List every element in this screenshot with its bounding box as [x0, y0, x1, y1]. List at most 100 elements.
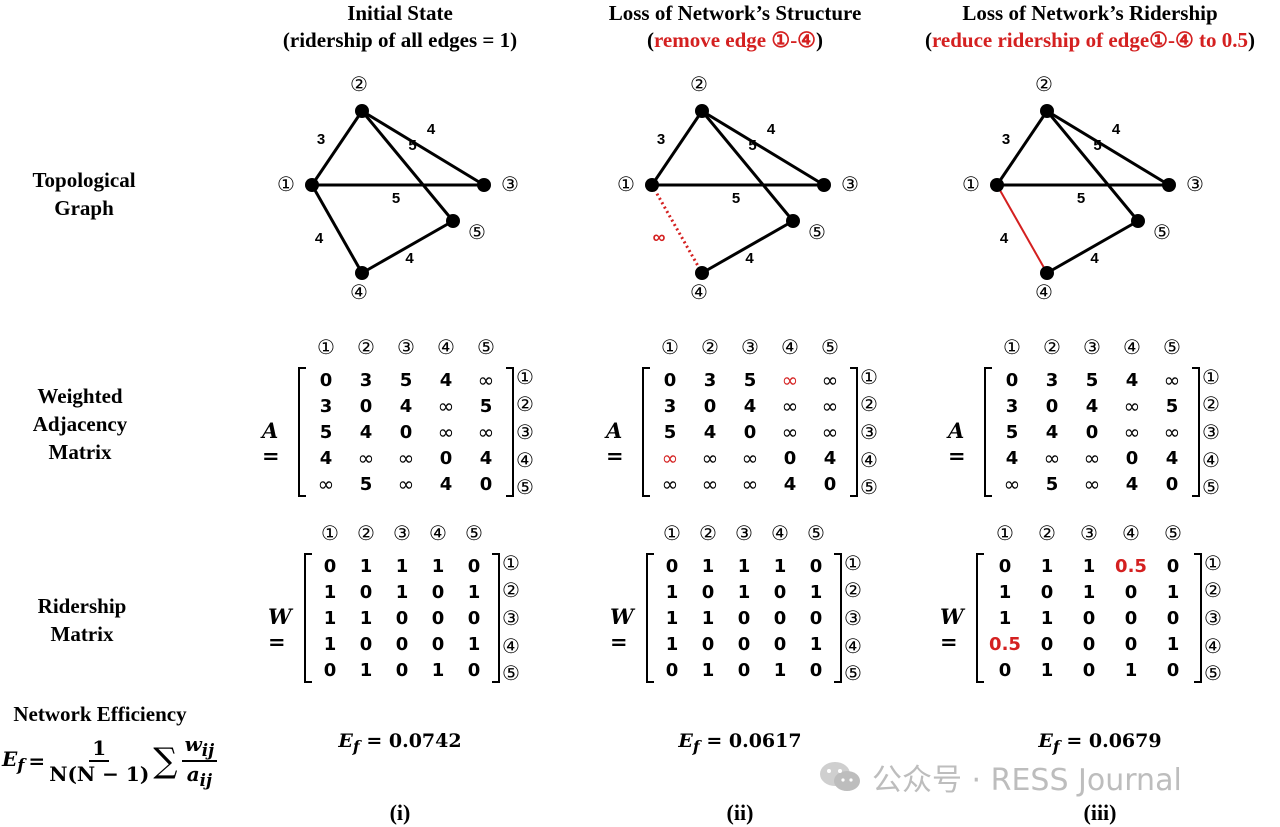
header-col2: Loss of Network’s Structure (remove edge…	[575, 0, 895, 54]
matrix-cell: 1	[701, 659, 715, 681]
edge-weight-label: 5	[392, 190, 400, 207]
matrix-cell: ∞	[701, 446, 719, 470]
matrix-cell: 0	[323, 659, 337, 681]
left-bracket	[304, 553, 312, 683]
matrix-cell: 0	[1124, 633, 1138, 655]
graph-edge	[310, 110, 364, 186]
node-label: ④	[690, 282, 708, 304]
matrix-cell: 3	[663, 395, 677, 417]
matrix-cell: 1	[701, 555, 715, 577]
matrix-cell: ∞	[661, 446, 679, 470]
graph-edge	[995, 110, 1049, 186]
header-col3-title: Loss of Network’s Ridership	[962, 1, 1218, 25]
matrix-cell: 5	[1045, 473, 1059, 495]
graph-edge	[996, 184, 1048, 274]
matrix-cell: 1	[431, 555, 445, 577]
matrix-cell: 4	[399, 395, 413, 417]
matrix-cell: 1	[773, 555, 787, 577]
matrix-cell: 4	[823, 447, 837, 469]
matrix-cell: ∞	[1163, 420, 1181, 444]
edge-weight-label: 4	[1000, 230, 1009, 247]
graph-node	[786, 214, 800, 228]
matrix-cell: 1	[1040, 555, 1054, 577]
matrix-cell: 0	[323, 555, 337, 577]
matrix-cell: 0	[703, 395, 717, 417]
matrix-cell: 1	[323, 581, 337, 603]
matrix-cell: ∞	[1003, 472, 1021, 496]
matrix-cell: 4	[479, 447, 493, 469]
matrix-cell: 0	[665, 555, 679, 577]
matrix-cell: ∞	[781, 420, 799, 444]
matrix-cell: 1	[809, 581, 823, 603]
watermark-text: 公众号 · RESS Journal	[872, 763, 1182, 798]
matrix-cell: ∞	[1123, 394, 1141, 418]
matrix-cell: 0	[809, 607, 823, 629]
matrix-cell: 0	[1005, 369, 1019, 391]
node-label: ①	[962, 174, 980, 196]
wechat-icon	[820, 762, 860, 791]
matrix-cell: 4	[359, 421, 373, 443]
matrix-cell: 0	[1082, 633, 1096, 655]
matrix-cell: 0	[359, 633, 373, 655]
edge-weight-label: 3	[1002, 131, 1010, 148]
matrix-cell: ∞	[477, 368, 495, 392]
matrix-cell: 0	[783, 447, 797, 469]
matrix-cell: 1	[467, 633, 481, 655]
graph-edge	[361, 109, 485, 187]
matrix-cell: 0	[319, 369, 333, 391]
graph-node	[355, 266, 369, 280]
efficiency-formula: Ef = 1 N(N − 1) ∑ wij aij	[2, 732, 218, 790]
graph-edge	[1046, 219, 1139, 275]
matrix-cell: ∞	[397, 472, 415, 496]
matrix-cell: 1	[1040, 659, 1054, 681]
matrix-cell: ∞	[821, 394, 839, 418]
header-col2-highlight: remove edge ①-④	[653, 28, 817, 52]
matrix-cell: 1	[323, 607, 337, 629]
efficiency-value-structure-loss: Ef = 0.0617	[678, 730, 802, 756]
matrix-cell: 1	[323, 633, 337, 655]
right-bracket	[506, 367, 514, 497]
matrix-cell: 0	[1124, 607, 1138, 629]
left-bracket	[298, 367, 306, 497]
header-col2-subtitle: (remove edge ①-④)	[646, 28, 824, 52]
matrix-cell: 4	[1125, 473, 1139, 495]
edge-weight-label: 4	[1112, 121, 1121, 138]
matrix-cell: ∞	[397, 446, 415, 470]
panel-label-ii: (ii)	[726, 800, 754, 825]
row-label-adjacency: Weighted Adjacency Matrix	[32, 384, 128, 464]
matrix-cell: ∞	[821, 368, 839, 392]
graph-node	[1162, 178, 1176, 192]
matrix-cell: 0	[1166, 555, 1180, 577]
matrix-cell: 1	[809, 633, 823, 655]
graph-node	[817, 178, 831, 192]
matrix-symbol: W =	[940, 604, 964, 654]
matrix-cell: 1	[1166, 633, 1180, 655]
matrix-cell: 0	[467, 555, 481, 577]
matrix-cell: 0	[439, 447, 453, 469]
matrix-cell: 0.5	[1115, 555, 1147, 577]
node-label: ④	[1035, 282, 1053, 304]
matrix-symbol: A =	[948, 418, 966, 468]
edge-weight-label: 4	[405, 250, 414, 267]
matrix-cell: 1	[1040, 607, 1054, 629]
matrix-cell: 0	[998, 659, 1012, 681]
node-label: ③	[1186, 174, 1204, 196]
matrix-cell: 0	[395, 659, 409, 681]
matrix-cell: ∞	[1083, 446, 1101, 470]
right-bracket	[1192, 367, 1200, 497]
matrix-cell: 1	[737, 581, 751, 603]
matrix-cell: 3	[359, 369, 373, 391]
matrix-cell: 0	[665, 659, 679, 681]
matrix-cell: 1	[998, 607, 1012, 629]
matrix-cell: 0	[395, 607, 409, 629]
matrix-cell: 5	[359, 473, 373, 495]
matrix-cell: 0	[1082, 659, 1096, 681]
matrix-cell: 0	[359, 395, 373, 417]
row-label-efficiency: Network Efficiency	[13, 702, 187, 726]
matrix-cell: 5	[663, 421, 677, 443]
